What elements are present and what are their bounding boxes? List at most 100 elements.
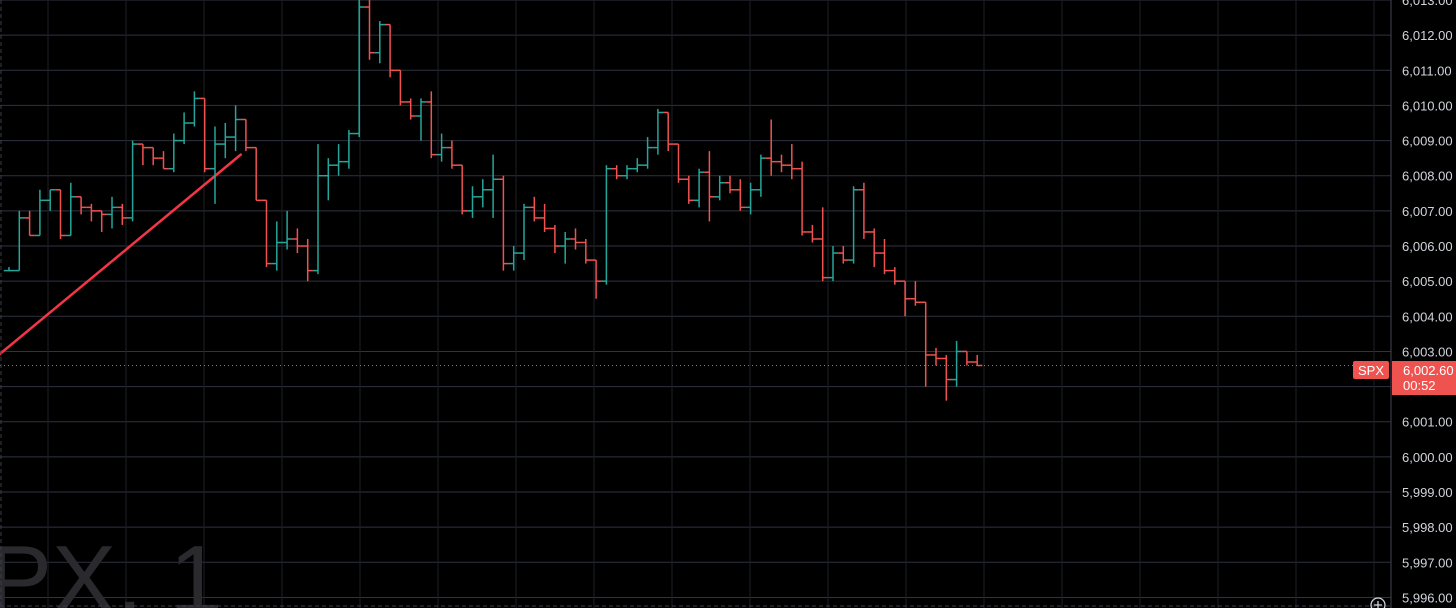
ohlc-bar: [3, 267, 15, 272]
last-price-tag: [1392, 361, 1456, 395]
ohlc-bar: [384, 23, 396, 78]
ohlc-bar: [941, 354, 952, 401]
ohlc-bar: [848, 186, 859, 264]
ohlc-bar: [436, 133, 447, 162]
grid-lines: [0, 0, 1391, 608]
ohlc-bar: [374, 21, 385, 64]
ohlc-bar: [220, 123, 231, 159]
ohlc-bar: [899, 280, 911, 317]
ohlc-bar: [405, 98, 416, 120]
ohlc-bar: [693, 168, 705, 208]
ohlc-bar: [178, 112, 190, 145]
ohlc-bar: [302, 238, 313, 282]
ohlc-bar: [271, 221, 282, 271]
ohlc-bar: [477, 179, 488, 208]
ohlc-bar: [333, 144, 344, 176]
ohlc-bar: [776, 154, 787, 173]
price-tick-label: 6,009.00: [1402, 134, 1453, 149]
ohlc-bar: [467, 186, 478, 218]
ohlc-bar: [106, 196, 118, 229]
ohlc-bars: [3, 0, 983, 401]
ohlc-bar: [158, 151, 169, 170]
ohlc-bar: [65, 182, 76, 237]
ohlc-bar: [807, 224, 818, 243]
price-tick-label: 5,999.00: [1402, 485, 1453, 500]
ohlc-bar: [910, 281, 921, 306]
ohlc-bar: [364, 0, 375, 60]
last-price-tags: SPX 6,002.60 00:52: [1353, 361, 1456, 395]
ohlc-bar: [724, 175, 736, 194]
ohlc-bar: [714, 175, 725, 201]
ohlc-bar: [148, 146, 159, 166]
ohlc-bar: [735, 179, 746, 211]
ohlc-bar: [426, 91, 437, 159]
price-tick-label: 5,996.00: [1402, 590, 1453, 605]
ohlc-bar: [292, 228, 303, 254]
last-price-value: 6,002.60: [1403, 363, 1454, 378]
price-tick-label: 6,005.00: [1402, 274, 1453, 289]
ohlc-bar: [539, 203, 550, 232]
ohlc-bar: [199, 97, 210, 173]
ohlc-bar: [281, 210, 293, 250]
ohlc-bar: [312, 144, 324, 275]
bar-countdown: 00:52: [1403, 378, 1436, 393]
ohlc-bar: [755, 154, 767, 197]
ohlc-bar: [652, 108, 664, 155]
ohlc-bar: [920, 301, 931, 387]
ohlc-bar: [24, 210, 35, 237]
ohlc-bar: [117, 203, 128, 225]
ohlc-bar: [889, 267, 900, 285]
symbol-watermark: PX, 1: [0, 526, 223, 608]
ohlc-bar: [786, 144, 797, 180]
price-tick-label: 6,007.00: [1402, 204, 1453, 219]
symbol-tag-label: SPX: [1358, 363, 1384, 378]
ohlc-bar: [930, 347, 942, 366]
ohlc-bar: [354, 0, 365, 138]
ohlc-bar: [96, 210, 107, 232]
price-tick-label: 6,012.00: [1402, 28, 1453, 43]
price-tick-label: 6,006.00: [1402, 239, 1453, 254]
price-axis-ticks: 6,013.00 6,012.00 6,011.00 6,010.00 6,009.00…: [1402, 0, 1453, 605]
ohlc-bar: [189, 91, 200, 127]
ohlc-bar: [673, 143, 684, 183]
price-tick-label: 6,011.00: [1402, 63, 1452, 78]
ohlc-bar: [508, 246, 519, 271]
ohlc-bar: [415, 98, 427, 141]
ohlc-bar: [766, 119, 777, 176]
ohlc-bar: [34, 189, 46, 237]
price-axis-background[interactable]: [1391, 0, 1456, 608]
price-tick-label: 6,010.00: [1402, 98, 1453, 113]
trendline[interactable]: [0, 153, 242, 356]
ohlc-bar: [601, 165, 612, 285]
ohlc-bar: [869, 228, 880, 268]
ohlc-bar: [45, 189, 56, 211]
ohlc-bar: [498, 175, 509, 271]
ohlc-bar: [704, 151, 715, 222]
ohlc-bar: [879, 238, 890, 275]
ohlc-bar: [611, 165, 622, 180]
ohlc-bar: [457, 164, 468, 215]
ohlc-bar: [972, 354, 983, 367]
ohlc-bar: [251, 146, 262, 202]
ohlc-bar: [529, 196, 540, 222]
ohlc-bar: [14, 210, 25, 272]
ohlc-bar: [838, 246, 849, 264]
ohlc-bar: [75, 196, 87, 215]
price-tick-label: 6,000.00: [1402, 450, 1453, 465]
ohlc-bar: [137, 143, 149, 166]
price-tick-label: 5,998.00: [1402, 520, 1453, 535]
ohlc-bar: [168, 133, 179, 173]
ohlc-bar: [55, 189, 66, 239]
ohlc-bar: [580, 238, 591, 264]
ohlc-bar: [560, 231, 571, 264]
ohlc-bar: [961, 350, 973, 366]
ohlc-bar: [230, 105, 241, 152]
trendline-group[interactable]: [0, 153, 242, 356]
ohlc-bar: [343, 130, 355, 169]
price-tick-label: 6,004.00: [1402, 309, 1453, 324]
price-tick-label: 6,013.00: [1402, 0, 1453, 8]
ohlc-bar: [642, 137, 653, 169]
ohlc-bar: [621, 165, 633, 180]
